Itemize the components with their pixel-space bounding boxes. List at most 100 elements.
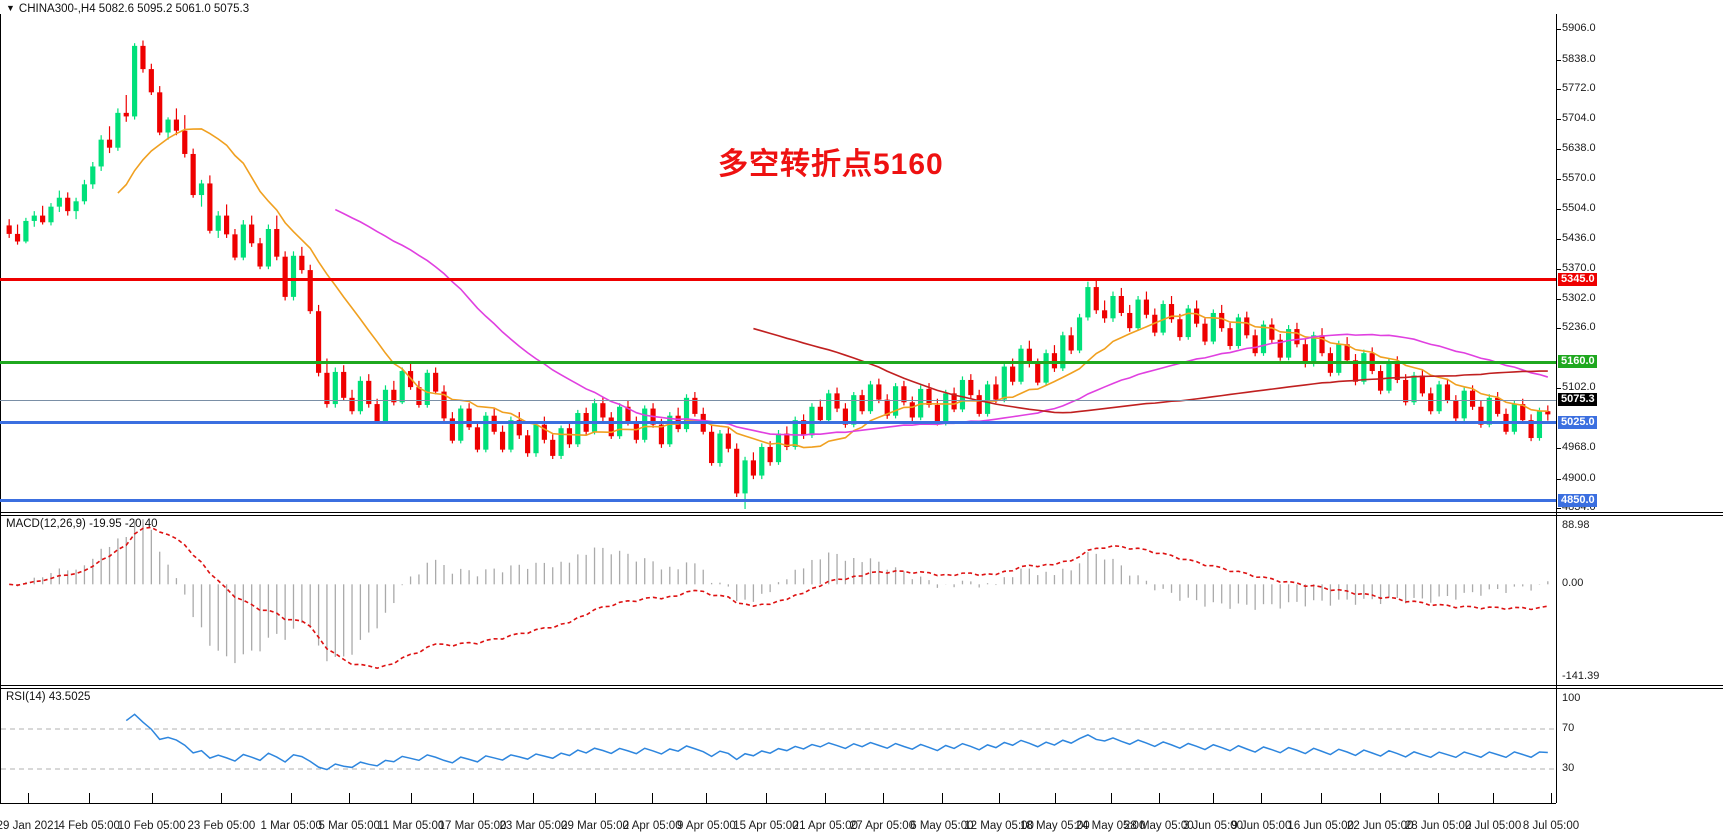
time-tick-label: 18 May 05:00 [1019,820,1090,832]
x-axis-line [0,803,1556,804]
price-tag-pivot: 5160.0 [1558,355,1597,369]
price-tick-mark [1556,268,1561,270]
time-tick-mark [1320,793,1322,803]
rsi-panel: RSI(14) 43.5025 [0,685,1723,803]
time-tick-mark [472,793,474,803]
time-tick-mark [533,793,535,803]
time-tick-label: 28 Jun 05:00 [1404,820,1472,832]
time-tick-label: 3 Jun 05:00 [1182,820,1244,832]
price-tick-mark [1556,328,1561,330]
time-tick-label: 8 Jul 05:00 [1522,820,1580,832]
time-tick-label: 23 Feb 05:00 [187,820,256,832]
time-tick-mark [825,793,827,803]
price-tick-mark [1556,148,1561,150]
rsi-plot [1,713,1556,771]
macd-histogram [16,519,1549,664]
price-tick-label: 5436.0 [1562,232,1596,245]
price-tick-label: 5504.0 [1562,201,1596,214]
chart-left-border [0,14,1,803]
price-tick-label: 4968.0 [1562,441,1596,454]
price-tag-last-price: 5075.3 [1558,393,1597,407]
time-tick-label: 23 Mar 05:00 [499,820,568,832]
price-tick-mark [1556,299,1561,300]
macd-title: MACD(12,26,9) -19.95 -20.40 [6,518,158,530]
macd-panel: MACD(12,26,9) -19.95 -20.40 [0,512,1723,682]
time-tick-mark [349,793,351,803]
price-tag-support-2: 4850.0 [1558,493,1597,507]
time-tick-mark [765,793,767,803]
price-tick-mark [1556,29,1561,31]
time-tick-label: 21 Apr 05:00 [792,820,858,832]
time-tick-mark [706,793,708,803]
price-tick-mark [1556,208,1561,210]
time-tick-mark [1551,793,1552,803]
time-tick-label: 16 Jun 05:00 [1287,820,1354,832]
time-tick-label: 6 May 05:00 [910,820,974,832]
time-tick-label: 27 Apr 05:00 [849,820,916,832]
price-tick-label: 5772.0 [1562,82,1596,94]
time-tick-mark [999,793,1001,803]
time-tick-mark [1261,793,1263,803]
price-tag-resistance: 5345.0 [1558,272,1597,286]
price-tick-mark [1556,448,1561,450]
price-tick-mark [1556,119,1561,121]
time-tick-label: 12 May 05:00 [964,820,1034,832]
price-tick-label: 5302.0 [1562,292,1596,304]
time-tick-mark [89,793,91,803]
ma-darkred [753,327,1548,414]
price-tag-support-1: 5025.0 [1558,415,1597,429]
time-tick-label: 24 May 05:00 [1075,820,1146,832]
price-tick-label: 4834.0 [1562,501,1596,513]
price-tick-mark [1556,179,1561,181]
time-tick-mark [1380,793,1382,803]
time-tick-label: 29 Mar 05:00 [561,820,629,832]
price-tick-label: 5370.0 [1562,261,1596,274]
level-line-resistance [0,278,1556,282]
symbol-header: ▼ CHINA300-,H4 5082.6 5095.2 5061.0 5075.… [6,2,249,15]
time-tick-label: 9 Jun 05:00 [1231,820,1292,832]
level-line-pivot [0,360,1556,364]
time-tick-mark [221,793,223,803]
price-tick-mark [1556,239,1561,241]
time-tick-mark [652,793,654,803]
ma-magenta [334,208,1549,436]
y-axis-line [1556,14,1557,803]
macd-tick-label: -141.39 [1562,670,1600,682]
macd-tick-label: 0.00 [1562,577,1584,590]
price-tick-mark [1556,478,1561,480]
macd-plot [9,519,1549,670]
price-tick-label: 5102.0 [1562,381,1596,394]
chart-annotation: 多空转折点5160 [718,148,944,181]
symbol-ohlc-text: CHINA300-,H4 5082.6 5095.2 5061.0 5075.3 [18,3,250,15]
price-panel [0,14,1723,509]
rsi-title: RSI(14) 43.5025 [6,691,91,703]
price-tick-label: 5236.0 [1562,321,1596,334]
time-tick-mark [1110,793,1112,803]
time-tick-mark [1438,793,1440,803]
rsi-tick-label: 100 [1562,692,1581,704]
rsi-tick-label: 70 [1562,722,1575,734]
time-tick-label: 5 Mar 05:00 [318,820,380,832]
time-tick-label: 11 Mar 05:00 [377,820,445,832]
time-tick-label: 17 Mar 05:00 [438,820,507,832]
price-tick-mark [1556,89,1561,90]
candlestick-series [6,40,1551,509]
time-tick-label: 29 Jan 2021 [0,820,60,832]
time-tick-label: 22 Jun 05:00 [1346,820,1414,832]
level-line-support-2 [0,499,1556,503]
time-tick-mark [1054,793,1056,803]
time-tick-mark [151,793,153,803]
time-tick-label: 15 Apr 05:00 [733,820,799,832]
chevron-down-icon[interactable]: ▼ [6,3,15,13]
time-tick-mark [1493,793,1495,803]
time-tick-label: 2 Jul 05:00 [1464,820,1522,832]
time-tick-mark [941,793,943,803]
macd-tick-label: 88.98 [1562,519,1590,531]
rsi-tick-label: 30 [1562,762,1575,774]
time-tick-mark [410,793,412,803]
price-tick-label: 5906.0 [1562,22,1596,35]
price-tick-label: 5570.0 [1562,172,1596,185]
price-tick-mark [1556,59,1561,61]
time-tick-mark [1213,793,1214,803]
price-tick-mark [1556,508,1561,509]
